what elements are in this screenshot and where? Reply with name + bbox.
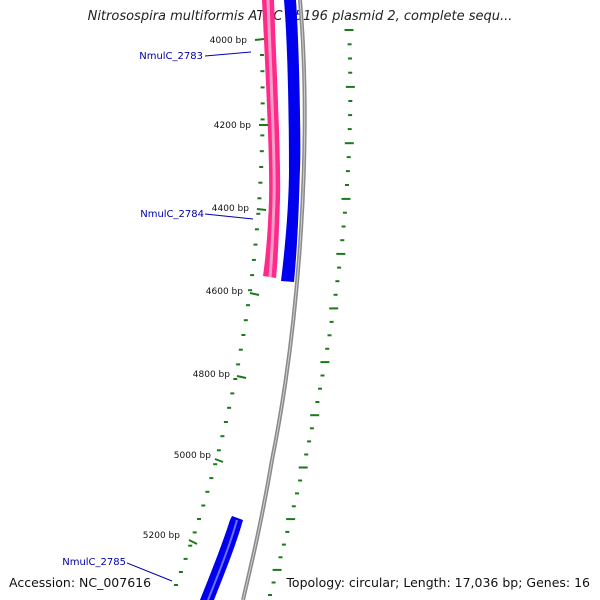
tick-label-5200: 5200 bp	[143, 531, 180, 541]
accession-label: Accession: NC_007616	[9, 575, 152, 590]
tick-5000: 5000 bp	[174, 451, 224, 463]
tick-label-5000: 5000 bp	[174, 451, 211, 461]
tick-5200: 5200 bp	[143, 531, 198, 545]
inner-tick-ring	[174, 54, 265, 586]
tick-label-4200: 4200 bp	[214, 121, 251, 131]
gene-label-nmulc-2785[interactable]: NmulC_2785	[62, 557, 173, 582]
tick-4200: 4200 bp	[214, 121, 268, 131]
gene-label-text-nmulc-2783[interactable]: NmulC_2783	[139, 51, 203, 62]
tick-4000: 4000 bp	[210, 36, 265, 46]
tick-4400: 4400 bp	[212, 204, 267, 214]
gene-block-nmulc-2783[interactable]	[262, 0, 281, 278]
gene-block-nmulc-2784[interactable]	[281, 0, 301, 282]
outer-tick-ring	[268, 29, 355, 596]
gene-label-text-nmulc-2785[interactable]: NmulC_2785	[62, 557, 126, 568]
gene-block-nmulc-2783-highlight	[266, 0, 276, 278]
map-summary: Topology: circular; Length: 17,036 bp; G…	[286, 575, 590, 590]
gene-label-nmulc-2784[interactable]: NmulC_2784	[140, 209, 254, 220]
gene-label-nmulc-2783[interactable]: NmulC_2783	[139, 51, 252, 62]
tick-label-4400: 4400 bp	[212, 204, 249, 214]
tick-4600: 4600 bp	[206, 287, 260, 297]
backbone-ring-highlight	[242, 0, 306, 600]
gene-block-nmulc-2785[interactable]	[200, 516, 243, 600]
tick-4800: 4800 bp	[193, 370, 247, 380]
gene-block-nmulc-2785-highlight	[207, 519, 238, 600]
gene-label-text-nmulc-2784[interactable]: NmulC_2784	[140, 209, 204, 220]
tick-label-4800: 4800 bp	[193, 370, 230, 380]
tick-label-4000: 4000 bp	[210, 36, 247, 46]
tick-label-4600: 4600 bp	[206, 287, 243, 297]
